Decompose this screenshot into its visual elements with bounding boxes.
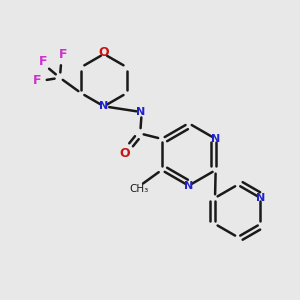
Text: N: N	[136, 107, 145, 117]
Text: F: F	[58, 48, 67, 62]
Text: N: N	[184, 181, 193, 191]
Text: N: N	[256, 193, 265, 203]
Text: CH₃: CH₃	[129, 184, 148, 194]
Text: F: F	[33, 74, 41, 87]
Text: F: F	[38, 55, 47, 68]
Text: N: N	[211, 134, 220, 144]
Text: O: O	[119, 147, 130, 160]
Text: N: N	[99, 101, 109, 111]
Text: O: O	[99, 46, 109, 59]
